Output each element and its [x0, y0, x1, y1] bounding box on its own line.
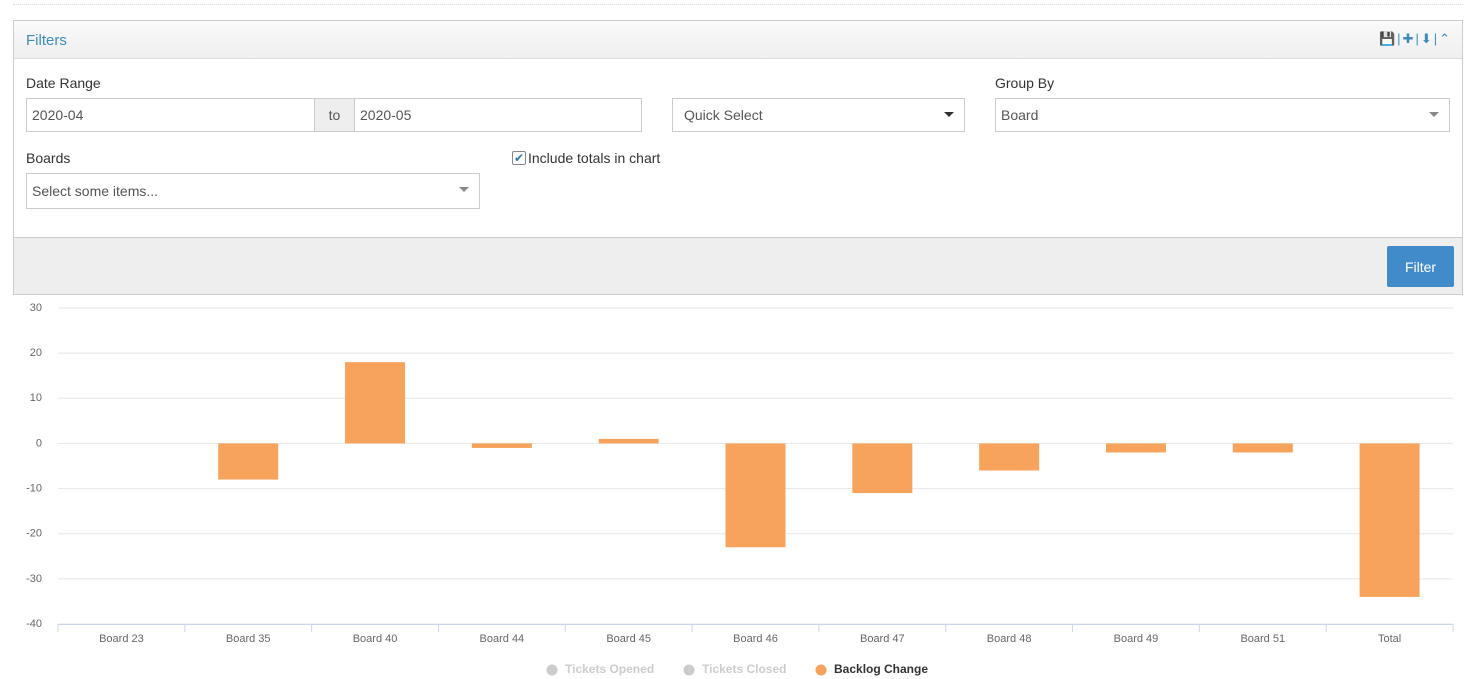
y-tick-label: -10: [26, 482, 42, 494]
panel-footer: Filter: [14, 237, 1462, 294]
legend-symbol: [546, 664, 558, 676]
quick-select[interactable]: Quick Select: [672, 98, 965, 132]
panel-title: Filters: [26, 32, 67, 49]
y-tick-label: 30: [30, 302, 42, 314]
date-separator: to: [314, 98, 355, 132]
group-by-select[interactable]: Board: [995, 98, 1450, 132]
legend-symbol: [815, 664, 827, 676]
panel-icons[interactable]: 💾|✚|⬇|⌃: [1379, 31, 1452, 46]
bar: [345, 362, 406, 444]
include-totals-label: Include totals in chart: [528, 150, 661, 166]
y-tick-label: 10: [30, 392, 42, 404]
y-tick-label: 20: [30, 347, 42, 359]
filter-button[interactable]: Filter: [1387, 246, 1454, 287]
chart: -40 -30 -20 -10 0 10 20 30 Board 23 Board 35 Board…: [26, 302, 1454, 676]
x-tick-label: Board 51: [1240, 633, 1285, 645]
bar: [725, 443, 786, 548]
boards-label: Boards: [26, 150, 71, 166]
group-by-value: Board: [1001, 107, 1039, 123]
bar: [1359, 443, 1420, 597]
group-by-label: Group By: [995, 75, 1055, 91]
date-to[interactable]: 2020-05: [354, 98, 642, 132]
separator: [13, 4, 1463, 5]
bar: [1105, 443, 1166, 453]
bar: [598, 438, 659, 444]
bar: [471, 443, 532, 448]
y-tick-label: 0: [36, 437, 42, 449]
legend-label: Tickets Opened: [565, 662, 654, 676]
date-range-label: Date Range: [26, 75, 101, 91]
x-tick-label: Board 40: [353, 633, 398, 645]
bar: [852, 443, 913, 494]
bar: [1232, 443, 1293, 453]
x-tick-label: Board 47: [860, 633, 905, 645]
boards-placeholder: Select some items...: [32, 183, 159, 199]
include-totals-checkbox[interactable]: ✔: [512, 151, 526, 165]
x-tick-label: Board 35: [226, 633, 271, 645]
date-from[interactable]: 2020-04: [26, 98, 315, 132]
y-tick-label: -20: [26, 528, 42, 540]
panel-header: Filters 💾|✚|⬇|⌃: [14, 21, 1462, 59]
y-tick-label: -40: [26, 618, 42, 630]
legend-label: Tickets Closed: [702, 662, 786, 676]
bar: [218, 443, 279, 480]
x-tick-label: Board 44: [480, 633, 525, 645]
x-tick-label: Total: [1378, 633, 1401, 645]
legend-label: Backlog Change: [834, 662, 928, 676]
x-tick-label: Board 23: [99, 633, 144, 645]
filter-panel: Filters 💾|✚|⬇|⌃ Date Range 2020-04 to 20…: [13, 20, 1463, 295]
x-tick-label: Board 45: [606, 633, 651, 645]
legend-symbol: [683, 664, 695, 676]
quick-select-text: Quick Select: [684, 107, 763, 123]
bar: [979, 443, 1040, 471]
x-tick-label: Board 49: [1114, 633, 1159, 645]
boards-select[interactable]: Select some items...: [26, 173, 480, 209]
y-tick-label: -30: [26, 573, 42, 585]
x-tick-label: Board 46: [733, 633, 778, 645]
x-tick-label: Board 48: [987, 633, 1032, 645]
